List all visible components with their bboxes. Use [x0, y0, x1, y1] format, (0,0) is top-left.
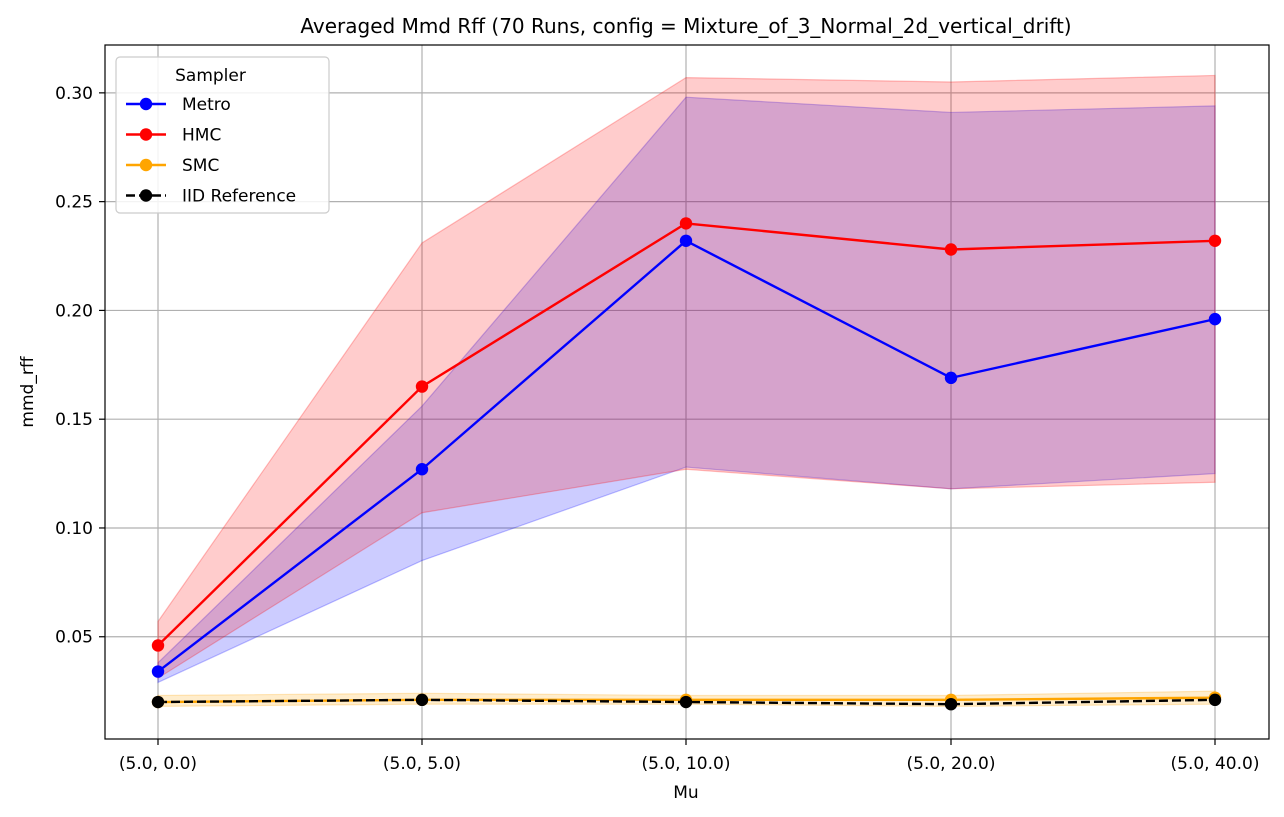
x-tick-label: (5.0, 10.0) — [642, 754, 731, 774]
x-axis-label: Mu — [673, 783, 698, 803]
metro-point — [1208, 312, 1222, 326]
hmc-point — [415, 380, 429, 393]
legend-metro-label: Metro — [182, 95, 231, 115]
x-tick-label: (5.0, 20.0) — [907, 754, 996, 774]
x-ticks: (5.0, 0.0) (5.0, 5.0) (5.0, 10.0) (5.0, 20.… — [119, 739, 1260, 774]
metro-point — [944, 371, 958, 385]
legend-hmc-label: HMC — [182, 126, 221, 146]
legend-box — [115, 56, 330, 214]
hmc-point — [1208, 234, 1222, 247]
y-ticks: 0.05 0.10 0.15 0.20 0.25 0.30 — [55, 84, 105, 648]
legend-metro-marker — [139, 97, 153, 111]
legend-hmc-marker — [139, 128, 153, 141]
metro-point — [151, 665, 165, 678]
metro-point — [415, 463, 429, 476]
hmc-point — [151, 639, 165, 652]
grid — [105, 45, 1269, 739]
legend-title: Sampler — [175, 66, 246, 86]
y-tick-label: 0.25 — [55, 193, 93, 213]
metro-point — [679, 234, 693, 247]
legend-smc-marker — [139, 158, 153, 172]
iid-reference-point — [1208, 693, 1222, 707]
y-axis-label: mmd_rff — [18, 355, 38, 427]
iid-reference-point — [679, 695, 693, 709]
legend: Sampler Metro HMC SMC IID Reference — [115, 56, 330, 214]
y-tick-label: 0.15 — [55, 410, 93, 430]
iid-reference-point — [944, 697, 958, 711]
y-tick-label: 0.05 — [55, 628, 93, 648]
series-markers — [151, 217, 1222, 711]
plot-frame — [104, 44, 1270, 740]
legend-iid-reference-label: IID Reference — [182, 187, 296, 207]
legend-smc-label: SMC — [182, 156, 219, 176]
x-tick-label: (5.0, 5.0) — [383, 754, 461, 774]
y-tick-label: 0.20 — [55, 301, 93, 321]
y-tick-label: 0.30 — [55, 84, 93, 104]
legend-iid-reference-marker — [139, 189, 153, 202]
hmc-point — [944, 243, 958, 256]
y-tick-label: 0.10 — [55, 519, 93, 539]
iid-reference-point — [151, 695, 165, 709]
chart-title: Averaged Mmd Rff (70 Runs, config = Mixt… — [300, 14, 1071, 38]
iid-reference-point — [415, 693, 429, 707]
x-tick-label: (5.0, 0.0) — [119, 754, 197, 774]
x-tick-label: (5.0, 40.0) — [1171, 754, 1260, 774]
hmc-point — [679, 217, 693, 230]
hmc-band — [157, 74, 1216, 680]
